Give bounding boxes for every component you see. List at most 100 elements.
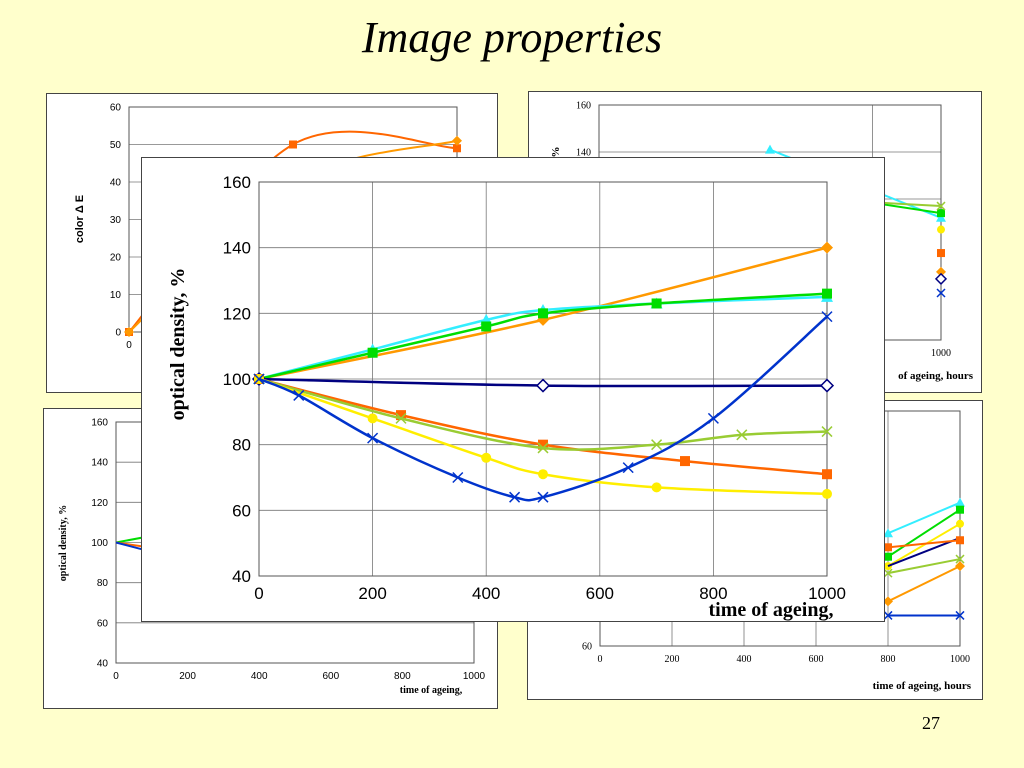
series-line bbox=[887, 501, 961, 535]
x-axis-label: time of ageing, bbox=[400, 685, 463, 696]
y-tick-label: 160 bbox=[91, 418, 108, 429]
data-point bbox=[124, 327, 134, 337]
series-6 bbox=[884, 536, 964, 552]
y-tick-label: 20 bbox=[110, 253, 122, 264]
data-point bbox=[884, 543, 892, 552]
data-point bbox=[822, 488, 832, 499]
data-point bbox=[538, 308, 548, 319]
chart-panel-main: 40 60 80 100 120 140 160 0 200 400 600 800 1000 optic… bbox=[141, 157, 885, 622]
data-point bbox=[937, 209, 945, 218]
data-point bbox=[622, 462, 634, 474]
data-point bbox=[367, 347, 378, 358]
series-8 bbox=[883, 610, 965, 620]
y-tick-label: 100 bbox=[91, 538, 108, 549]
y-tick-label: 0 bbox=[115, 328, 121, 339]
series-line bbox=[887, 536, 961, 568]
data-point bbox=[509, 491, 521, 503]
series-6 bbox=[936, 266, 946, 277]
x-tick-label: 400 bbox=[251, 671, 268, 682]
y-tick-label: 100 bbox=[223, 370, 251, 389]
data-point bbox=[821, 311, 833, 323]
x-tick-label: 0 bbox=[126, 340, 132, 351]
series-line bbox=[258, 292, 828, 381]
data-point bbox=[937, 249, 945, 258]
data-point bbox=[956, 505, 964, 514]
series-line bbox=[887, 539, 961, 549]
x-tick-label: 1000 bbox=[950, 654, 970, 665]
data-point bbox=[538, 469, 548, 480]
data-point bbox=[883, 528, 893, 538]
y-tick-label: 80 bbox=[97, 578, 109, 589]
y-tick-label: 40 bbox=[232, 567, 251, 586]
data-point bbox=[821, 426, 833, 438]
data-point bbox=[651, 482, 662, 493]
series-1 bbox=[883, 497, 965, 538]
x-tick-label: 200 bbox=[665, 654, 680, 665]
data-point bbox=[452, 135, 462, 146]
data-point bbox=[289, 140, 297, 149]
x-tick-label: 0 bbox=[598, 654, 603, 665]
data-point bbox=[883, 596, 893, 607]
y-tick-label: 140 bbox=[91, 458, 108, 469]
data-point bbox=[883, 610, 893, 620]
data-point bbox=[956, 519, 964, 528]
page-number: 27 bbox=[922, 713, 940, 733]
x-tick-label: 800 bbox=[699, 584, 727, 603]
y-tick-label: 160 bbox=[576, 101, 591, 112]
x-tick-label: 1000 bbox=[931, 348, 951, 359]
y-tick-label: 10 bbox=[110, 290, 122, 301]
y-tick-label: 30 bbox=[110, 215, 122, 226]
data-point bbox=[955, 610, 965, 620]
data-point bbox=[537, 491, 549, 503]
series-line bbox=[258, 377, 828, 496]
x-tick-label: 200 bbox=[179, 671, 196, 682]
data-point bbox=[680, 456, 690, 467]
y-tick-label: 40 bbox=[97, 659, 109, 670]
data-point bbox=[936, 288, 946, 298]
series-2 bbox=[253, 290, 833, 384]
data-point bbox=[736, 429, 748, 441]
x-tick-label: 400 bbox=[472, 584, 500, 603]
data-point bbox=[934, 272, 948, 285]
main-chart: 40 60 80 100 120 140 160 0 200 400 600 800 1000 optic… bbox=[167, 173, 846, 621]
x-tick-label: 800 bbox=[394, 671, 411, 682]
x-tick-label: 600 bbox=[809, 654, 824, 665]
series-7 bbox=[883, 561, 965, 607]
data-point bbox=[537, 442, 549, 454]
series-line bbox=[887, 508, 961, 558]
data-point bbox=[395, 412, 407, 424]
series-8 bbox=[936, 288, 946, 298]
series-5 bbox=[937, 249, 945, 258]
y-tick-label: 160 bbox=[223, 173, 251, 192]
data-point bbox=[396, 410, 406, 421]
x-axis-label: of ageing, hours bbox=[898, 370, 974, 382]
x-tick-label: 400 bbox=[737, 654, 752, 665]
series-4 bbox=[887, 536, 961, 568]
data-point bbox=[453, 144, 461, 153]
series-8 bbox=[253, 311, 833, 503]
data-point bbox=[936, 212, 946, 222]
slide-title: Image properties bbox=[361, 13, 663, 62]
data-point bbox=[535, 378, 551, 393]
y-tick-label: 80 bbox=[232, 436, 251, 455]
x-tick-label: 600 bbox=[586, 584, 614, 603]
y-axis-label: optical density, % bbox=[58, 505, 69, 581]
x-tick-label: 1000 bbox=[808, 584, 846, 603]
series-line bbox=[887, 558, 961, 575]
y-tick-label: 140 bbox=[223, 239, 251, 258]
series-line bbox=[887, 522, 961, 567]
data-point bbox=[452, 471, 464, 484]
y-tick-label: 60 bbox=[582, 642, 592, 653]
data-point bbox=[883, 568, 893, 578]
data-point bbox=[955, 554, 965, 564]
y-tick-label: 40 bbox=[110, 178, 122, 189]
y-tick-label: 60 bbox=[97, 618, 109, 629]
y-tick-label: 50 bbox=[110, 140, 122, 151]
x-tick-label: 0 bbox=[113, 671, 119, 682]
data-point bbox=[819, 378, 835, 393]
y-tick-label: 120 bbox=[223, 304, 251, 323]
series-4 bbox=[251, 371, 835, 393]
data-point bbox=[936, 201, 946, 211]
series-7 bbox=[934, 272, 948, 285]
data-point bbox=[936, 266, 946, 277]
